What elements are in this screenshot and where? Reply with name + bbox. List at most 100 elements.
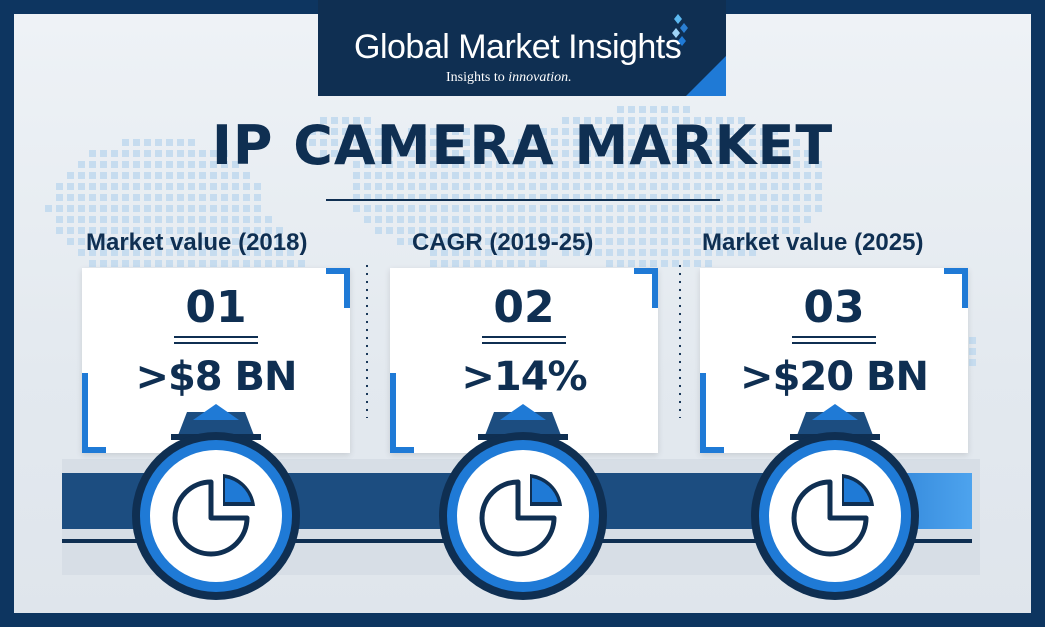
map-dot bbox=[694, 172, 701, 179]
map-dot bbox=[661, 194, 668, 201]
map-dot bbox=[177, 260, 184, 267]
map-dot bbox=[133, 205, 140, 212]
map-dot bbox=[716, 139, 723, 146]
map-dot bbox=[749, 216, 756, 223]
map-dot bbox=[122, 172, 129, 179]
map-dot bbox=[496, 194, 503, 201]
map-dot bbox=[177, 238, 184, 245]
map-dot bbox=[452, 249, 459, 256]
map-dot bbox=[540, 139, 547, 146]
map-dot bbox=[749, 172, 756, 179]
map-dot bbox=[771, 128, 778, 135]
map-dot bbox=[155, 194, 162, 201]
map-dot bbox=[100, 260, 107, 267]
map-dot bbox=[67, 216, 74, 223]
map-dot bbox=[309, 139, 316, 146]
map-dot bbox=[529, 216, 536, 223]
map-dot bbox=[276, 249, 283, 256]
map-dot bbox=[232, 227, 239, 234]
map-dot bbox=[89, 249, 96, 256]
map-dot bbox=[364, 183, 371, 190]
map-dot bbox=[243, 172, 250, 179]
map-dot bbox=[771, 161, 778, 168]
map-dot bbox=[969, 359, 976, 366]
map-dot bbox=[100, 238, 107, 245]
map-dot bbox=[551, 183, 558, 190]
map-dot bbox=[111, 249, 118, 256]
map-dot bbox=[738, 183, 745, 190]
map-dot bbox=[738, 139, 745, 146]
map-dot bbox=[232, 216, 239, 223]
map-dot bbox=[595, 128, 602, 135]
map-dot bbox=[364, 205, 371, 212]
map-dot bbox=[573, 117, 580, 124]
map-dot bbox=[661, 106, 668, 113]
map-dot bbox=[672, 205, 679, 212]
map-dot bbox=[386, 183, 393, 190]
map-dot bbox=[287, 260, 294, 267]
map-dot bbox=[595, 150, 602, 157]
map-dot bbox=[650, 238, 657, 245]
map-dot bbox=[188, 194, 195, 201]
map-dot bbox=[188, 260, 195, 267]
map-dot bbox=[738, 238, 745, 245]
map-dot bbox=[463, 249, 470, 256]
map-dot bbox=[232, 183, 239, 190]
map-dot bbox=[507, 238, 514, 245]
map-dot bbox=[452, 183, 459, 190]
map-dot bbox=[474, 205, 481, 212]
map-dot bbox=[617, 161, 624, 168]
map-dot bbox=[485, 172, 492, 179]
map-dot bbox=[320, 150, 327, 157]
map-dot bbox=[738, 249, 745, 256]
map-dot bbox=[474, 227, 481, 234]
map-dot bbox=[78, 161, 85, 168]
map-dot bbox=[133, 227, 140, 234]
map-dot bbox=[144, 216, 151, 223]
map-dot bbox=[375, 194, 382, 201]
map-dot bbox=[628, 117, 635, 124]
map-dot bbox=[584, 150, 591, 157]
map-dot bbox=[89, 161, 96, 168]
map-dot bbox=[705, 117, 712, 124]
map-dot bbox=[540, 150, 547, 157]
map-dot bbox=[386, 205, 393, 212]
map-dot bbox=[518, 249, 525, 256]
map-dot bbox=[232, 194, 239, 201]
map-dot bbox=[562, 139, 569, 146]
map-dot bbox=[650, 117, 657, 124]
map-dot bbox=[672, 161, 679, 168]
map-dot bbox=[56, 183, 63, 190]
map-dot bbox=[683, 150, 690, 157]
map-dot bbox=[738, 205, 745, 212]
map-dot bbox=[727, 238, 734, 245]
map-dot bbox=[419, 139, 426, 146]
map-dot bbox=[243, 238, 250, 245]
map-dot bbox=[45, 205, 52, 212]
map-dot bbox=[133, 139, 140, 146]
map-dot bbox=[562, 227, 569, 234]
map-dot bbox=[760, 139, 767, 146]
map-dot bbox=[727, 194, 734, 201]
separator-dots bbox=[366, 262, 368, 418]
map-dot bbox=[760, 128, 767, 135]
map-dot bbox=[386, 216, 393, 223]
map-dot bbox=[430, 150, 437, 157]
map-dot bbox=[617, 172, 624, 179]
map-dot bbox=[760, 194, 767, 201]
map-dot bbox=[78, 183, 85, 190]
map-dot bbox=[738, 150, 745, 157]
map-dot bbox=[430, 216, 437, 223]
map-dot bbox=[100, 172, 107, 179]
map-dot bbox=[111, 238, 118, 245]
map-dot bbox=[408, 139, 415, 146]
map-dot bbox=[782, 139, 789, 146]
map-dot bbox=[441, 260, 448, 267]
map-dot bbox=[672, 117, 679, 124]
map-dot bbox=[122, 161, 129, 168]
map-dot bbox=[617, 106, 624, 113]
map-dot bbox=[485, 194, 492, 201]
map-dot bbox=[243, 227, 250, 234]
map-dot bbox=[650, 128, 657, 135]
map-dot bbox=[639, 205, 646, 212]
